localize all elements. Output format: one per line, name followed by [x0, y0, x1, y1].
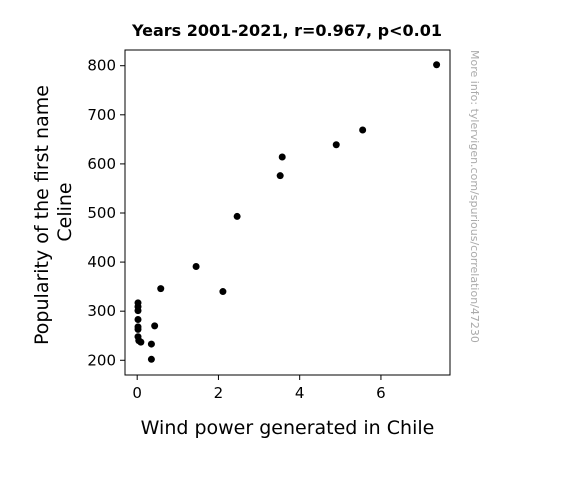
y-axis: 200 300 400 500 600 700 800 — [87, 57, 125, 369]
x-axis-label: Wind power generated in Chile — [141, 417, 435, 439]
data-point — [433, 61, 441, 69]
data-point — [134, 316, 142, 324]
x-tick-label: 2 — [214, 384, 224, 402]
y-tick-label: 800 — [87, 57, 116, 75]
data-point — [137, 338, 145, 346]
data-point — [359, 126, 367, 134]
data-point — [278, 153, 286, 161]
data-point — [147, 355, 155, 363]
y-tick-label: 400 — [87, 253, 116, 271]
y-tick-label: 200 — [87, 351, 116, 369]
chart-title: Years 2001-2021, r=0.967, p<0.01 — [131, 21, 442, 40]
data-point — [134, 307, 142, 315]
x-tick-label: 0 — [132, 384, 142, 402]
data-point — [157, 285, 165, 293]
plot-area — [124, 49, 451, 376]
data-point — [151, 322, 159, 330]
y-axis-label: Popularity of the first name Celine — [31, 79, 76, 345]
y-axis-label-line-2: Celine — [54, 182, 76, 241]
data-point — [332, 141, 340, 149]
data-point — [192, 263, 200, 271]
data-point — [134, 325, 142, 333]
x-axis: 0 2 4 6 — [132, 375, 386, 402]
data-point — [276, 172, 284, 180]
data-point — [147, 340, 155, 348]
x-tick-label: 6 — [376, 384, 386, 402]
x-tick-label: 4 — [295, 384, 305, 402]
y-tick-label: 700 — [87, 106, 116, 124]
y-axis-label-line-1: Popularity of the first name — [31, 85, 53, 345]
y-tick-label: 500 — [87, 204, 116, 222]
source-watermark: More info: tylervigen.com/spurious/corre… — [468, 50, 481, 343]
y-tick-label: 600 — [87, 155, 116, 173]
data-point — [219, 288, 227, 296]
y-tick-label: 300 — [87, 302, 116, 320]
data-point — [233, 212, 241, 220]
data-points — [134, 61, 441, 363]
